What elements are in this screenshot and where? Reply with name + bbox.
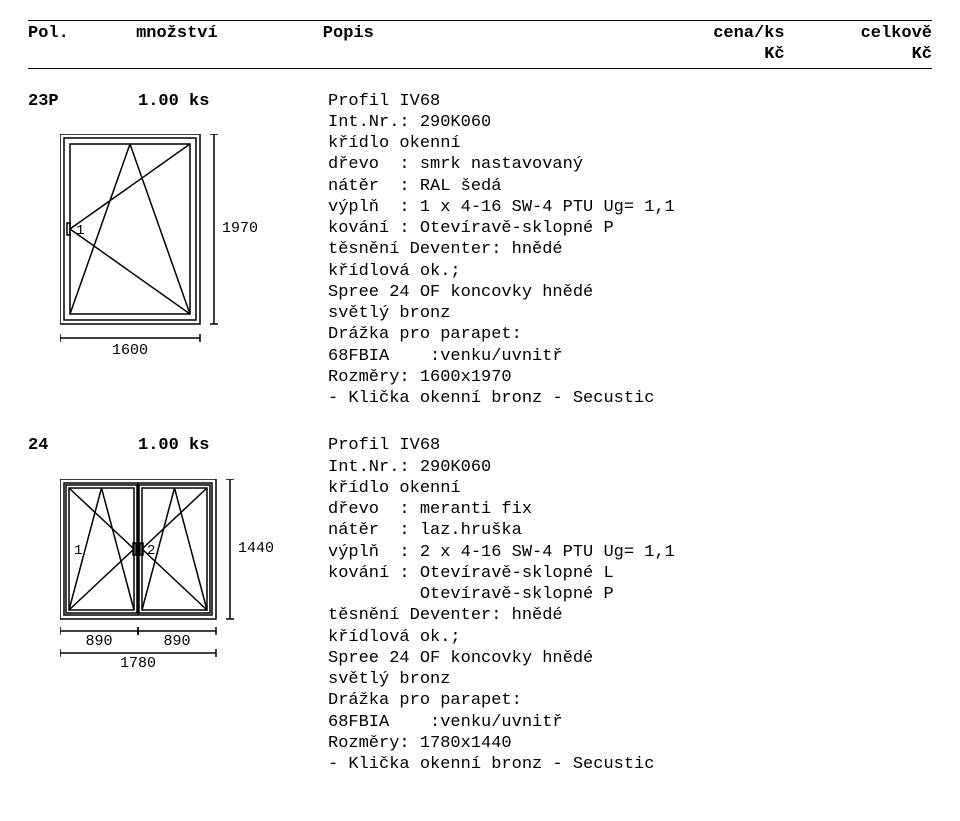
- spec-line: - Klička okenní bronz - Secustic: [328, 388, 932, 409]
- pane-number: 1: [76, 223, 84, 239]
- spec-line: kování : Otevíravě-sklopné P: [328, 218, 932, 239]
- spec-block: Profil IV68Int.Nr.: 290K060křídlo okenní…: [328, 91, 932, 410]
- item-pol: 24: [28, 435, 138, 456]
- dim-bottom: 890: [138, 633, 216, 652]
- table-row: 24 1.00 ks 1: [28, 435, 932, 775]
- spec-line: křídlo okenní: [328, 133, 932, 154]
- spec-line: dřevo : meranti fix: [328, 499, 932, 520]
- spec-line: - Klička okenní bronz - Secustic: [328, 754, 932, 775]
- table-subheader: Kč Kč: [28, 44, 932, 65]
- spec-line: Drážka pro parapet:: [328, 324, 932, 345]
- spec-line: Spree 24 OF koncovky hnědé: [328, 282, 932, 303]
- spec-line: 68FBIA :venku/uvnitř: [328, 712, 932, 733]
- spec-line: těsnění Deventer: hnědé: [328, 605, 932, 626]
- window-figure: 1 2: [60, 479, 256, 669]
- item-pol: 23P: [28, 91, 138, 112]
- item-qty: 1.00 ks: [138, 435, 328, 456]
- spec-line: křídlová ok.;: [328, 261, 932, 282]
- rule-top: [28, 20, 932, 21]
- dim-right: 1970: [222, 220, 258, 239]
- spec-line: kování : Otevíravě-sklopné L: [328, 563, 932, 584]
- spec-line: nátěr : RAL šedá: [328, 176, 932, 197]
- dim-bottom: 890: [60, 633, 138, 652]
- spec-line: dřevo : smrk nastavovaný: [328, 154, 932, 175]
- spec-line: výplň : 1 x 4-16 SW-4 PTU Ug= 1,1: [328, 197, 932, 218]
- svg-text:2: 2: [147, 543, 155, 559]
- item-qty: 1.00 ks: [138, 91, 328, 112]
- spec-line: Spree 24 OF koncovky hnědé: [328, 648, 932, 669]
- spec-line: Drážka pro parapet:: [328, 690, 932, 711]
- window-figure: 1 1600 1970: [60, 134, 240, 358]
- spec-line: nátěr : laz.hruška: [328, 520, 932, 541]
- col-popis: Popis: [323, 23, 598, 44]
- spec-line: Rozměry: 1600x1970: [328, 367, 932, 388]
- spec-line: Int.Nr.: 290K060: [328, 457, 932, 478]
- dim-right: 1440: [238, 540, 274, 559]
- window-svg: 1: [60, 134, 240, 358]
- spec-line: Rozměry: 1780x1440: [328, 733, 932, 754]
- spec-line: Otevíravě-sklopné P: [328, 584, 932, 605]
- spec-line: křídlo okenní: [328, 478, 932, 499]
- col-cena: cena/ks: [598, 23, 785, 44]
- dim-bottom: 1600: [60, 342, 200, 361]
- rule-bottom: [28, 68, 932, 69]
- spec-line: světlý bronz: [328, 303, 932, 324]
- table-header: Pol. množství Popis cena/ks celkově: [28, 23, 932, 44]
- svg-text:1: 1: [74, 543, 82, 559]
- col-cena-unit: Kč: [598, 44, 785, 65]
- spec-line: výplň : 2 x 4-16 SW-4 PTU Ug= 1,1: [328, 542, 932, 563]
- spec-line: Profil IV68: [328, 435, 932, 456]
- col-pol: Pol.: [28, 23, 136, 44]
- spec-line: Int.Nr.: 290K060: [328, 112, 932, 133]
- spec-line: Profil IV68: [328, 91, 932, 112]
- spec-block: Profil IV68Int.Nr.: 290K060křídlo okenní…: [328, 435, 932, 775]
- col-celk: celkově: [785, 23, 932, 44]
- dim-bottom: 1780: [60, 655, 216, 674]
- col-qty: množství: [136, 23, 323, 44]
- table-row: 23P 1.00 ks 1: [28, 91, 932, 410]
- spec-line: 68FBIA :venku/uvnitř: [328, 346, 932, 367]
- spec-line: křídlová ok.;: [328, 627, 932, 648]
- spec-line: světlý bronz: [328, 669, 932, 690]
- col-celk-unit: Kč: [785, 44, 932, 65]
- spec-line: těsnění Deventer: hnědé: [328, 239, 932, 260]
